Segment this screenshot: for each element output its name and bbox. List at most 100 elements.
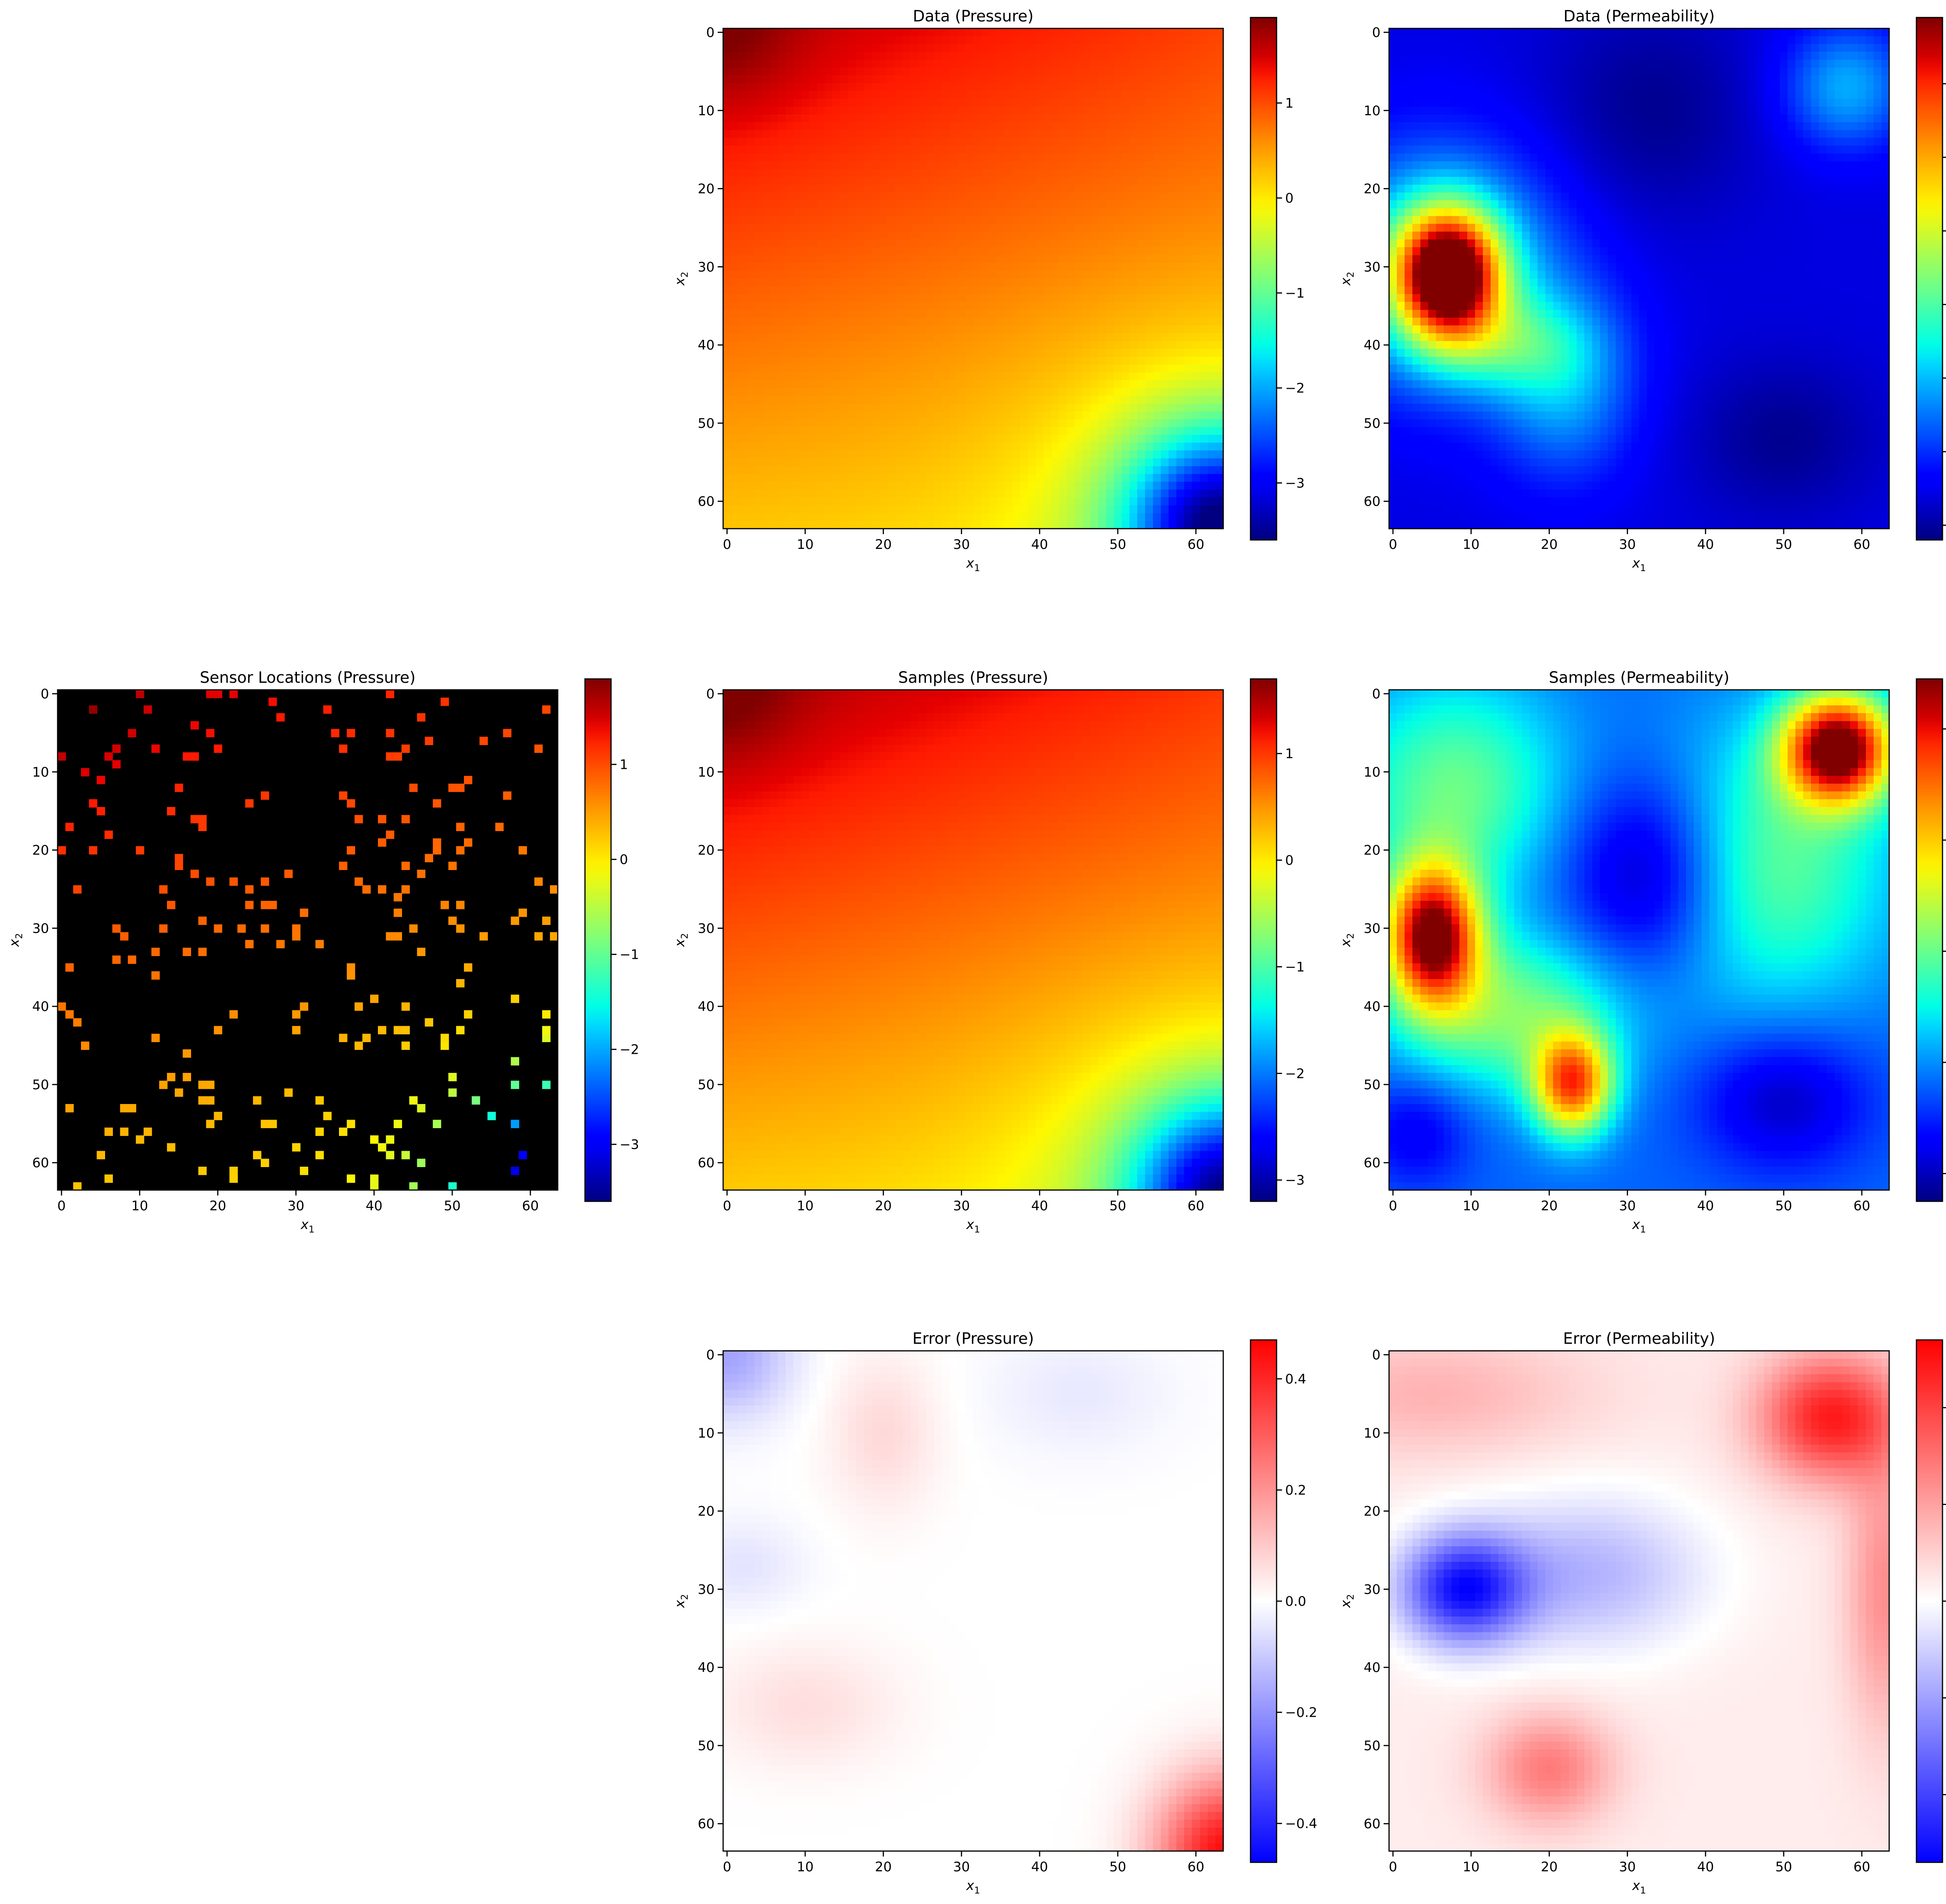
heatmap-cell [1004, 255, 1013, 263]
heatmap-cell [996, 474, 1005, 482]
heatmap-cell [832, 349, 841, 357]
heatmap-cell [950, 482, 958, 490]
heatmap-cell [934, 505, 942, 513]
heatmap-cell [1795, 114, 1804, 123]
heatmap-cell [918, 357, 927, 365]
heatmap-cell [973, 67, 982, 76]
heatmap-cell [1475, 36, 1483, 44]
heatmap-cell [1028, 239, 1036, 248]
heatmap-cell [1012, 247, 1020, 255]
heatmap-cell [1405, 122, 1413, 130]
heatmap-cell [1215, 200, 1224, 209]
heatmap-cell [1176, 372, 1185, 381]
heatmap-cell [1584, 36, 1593, 44]
heatmap-cell [864, 349, 872, 357]
heatmap-cell [1043, 341, 1052, 349]
heatmap-cell [965, 333, 974, 341]
heatmap-cell [1075, 302, 1083, 310]
heatmap-cell [895, 52, 903, 60]
heatmap-cell [1561, 114, 1569, 123]
heatmap-cell [1215, 52, 1224, 60]
heatmap-cell [887, 349, 896, 357]
heatmap-cell [918, 403, 927, 412]
heatmap-cell [856, 106, 864, 115]
heatmap-cell [785, 153, 794, 162]
heatmap-cell [1561, 75, 1569, 84]
heatmap-cell [1082, 443, 1091, 451]
heatmap-cell [1090, 98, 1099, 107]
heatmap-cell [1114, 208, 1122, 216]
heatmap-cell [1506, 36, 1514, 44]
heatmap-cell [1114, 239, 1122, 248]
heatmap-cell [1137, 247, 1145, 255]
heatmap-cell [1168, 443, 1177, 451]
heatmap-cell [1779, 122, 1788, 130]
heatmap-cell [1834, 114, 1843, 123]
heatmap-cell [731, 396, 739, 404]
heatmap-cell [864, 341, 872, 349]
heatmap-cell [1192, 255, 1200, 263]
heatmap-cell [910, 52, 919, 60]
heatmap-cell [1051, 450, 1059, 459]
heatmap-cell [1389, 130, 1397, 138]
heatmap-cell [1506, 60, 1514, 68]
heatmap-cell [1631, 44, 1640, 52]
heatmap-cell [1764, 106, 1772, 115]
heatmap-cell [1184, 130, 1193, 138]
heatmap-cell [887, 223, 896, 232]
heatmap-cell [731, 177, 739, 185]
heatmap-cell [825, 263, 833, 271]
heatmap-cell [1043, 474, 1052, 482]
heatmap-cell [825, 333, 833, 341]
heatmap-cell [770, 271, 778, 279]
heatmap-cell [785, 278, 794, 287]
heatmap-cell [1075, 83, 1083, 91]
heatmap-cell [989, 419, 997, 427]
heatmap-cell [825, 396, 833, 404]
heatmap-cell [785, 255, 794, 263]
heatmap-cell [1051, 83, 1059, 91]
heatmap-cell [950, 223, 958, 232]
heatmap-cell [879, 388, 888, 396]
heatmap-cell [770, 83, 778, 91]
heatmap-cell [1865, 91, 1874, 99]
heatmap-cell [762, 247, 771, 255]
heatmap-cell [1051, 36, 1059, 44]
heatmap-cell [1028, 208, 1036, 216]
heatmap-cell [1654, 67, 1663, 76]
heatmap-cell [1647, 122, 1655, 130]
heatmap-cell [723, 474, 731, 482]
heatmap-cell [739, 513, 747, 521]
heatmap-cell [1028, 388, 1036, 396]
heatmap-cell [887, 419, 896, 427]
heatmap-cell [1153, 357, 1161, 365]
heatmap-cell [1215, 122, 1224, 130]
heatmap-cell [1405, 75, 1413, 84]
heatmap-cell [793, 388, 802, 396]
heatmap-cell [778, 388, 786, 396]
heatmap-cell [762, 505, 771, 513]
heatmap-cell [1028, 83, 1036, 91]
heatmap-cell [723, 349, 731, 357]
heatmap-cell [1420, 106, 1428, 115]
heatmap-cell [746, 411, 755, 420]
heatmap-cell [1827, 122, 1835, 130]
heatmap-cell [864, 98, 872, 107]
heatmap-cell [832, 60, 841, 68]
heatmap-cell [957, 450, 966, 459]
heatmap-cell [1161, 482, 1169, 490]
heatmap-cell [1482, 60, 1491, 68]
heatmap-cell [778, 255, 786, 263]
heatmap-cell [840, 60, 848, 68]
heatmap-cell [1114, 67, 1122, 76]
heatmap-cell [825, 271, 833, 279]
heatmap-cell [731, 443, 739, 451]
heatmap-cell [887, 60, 896, 68]
heatmap-cell [762, 122, 771, 130]
heatmap-cell [910, 263, 919, 271]
heatmap-cell [1090, 427, 1099, 435]
heatmap-cell [731, 44, 739, 52]
heatmap-cell [1153, 52, 1161, 60]
heatmap-cell [903, 333, 911, 341]
heatmap-cell [1121, 91, 1130, 99]
